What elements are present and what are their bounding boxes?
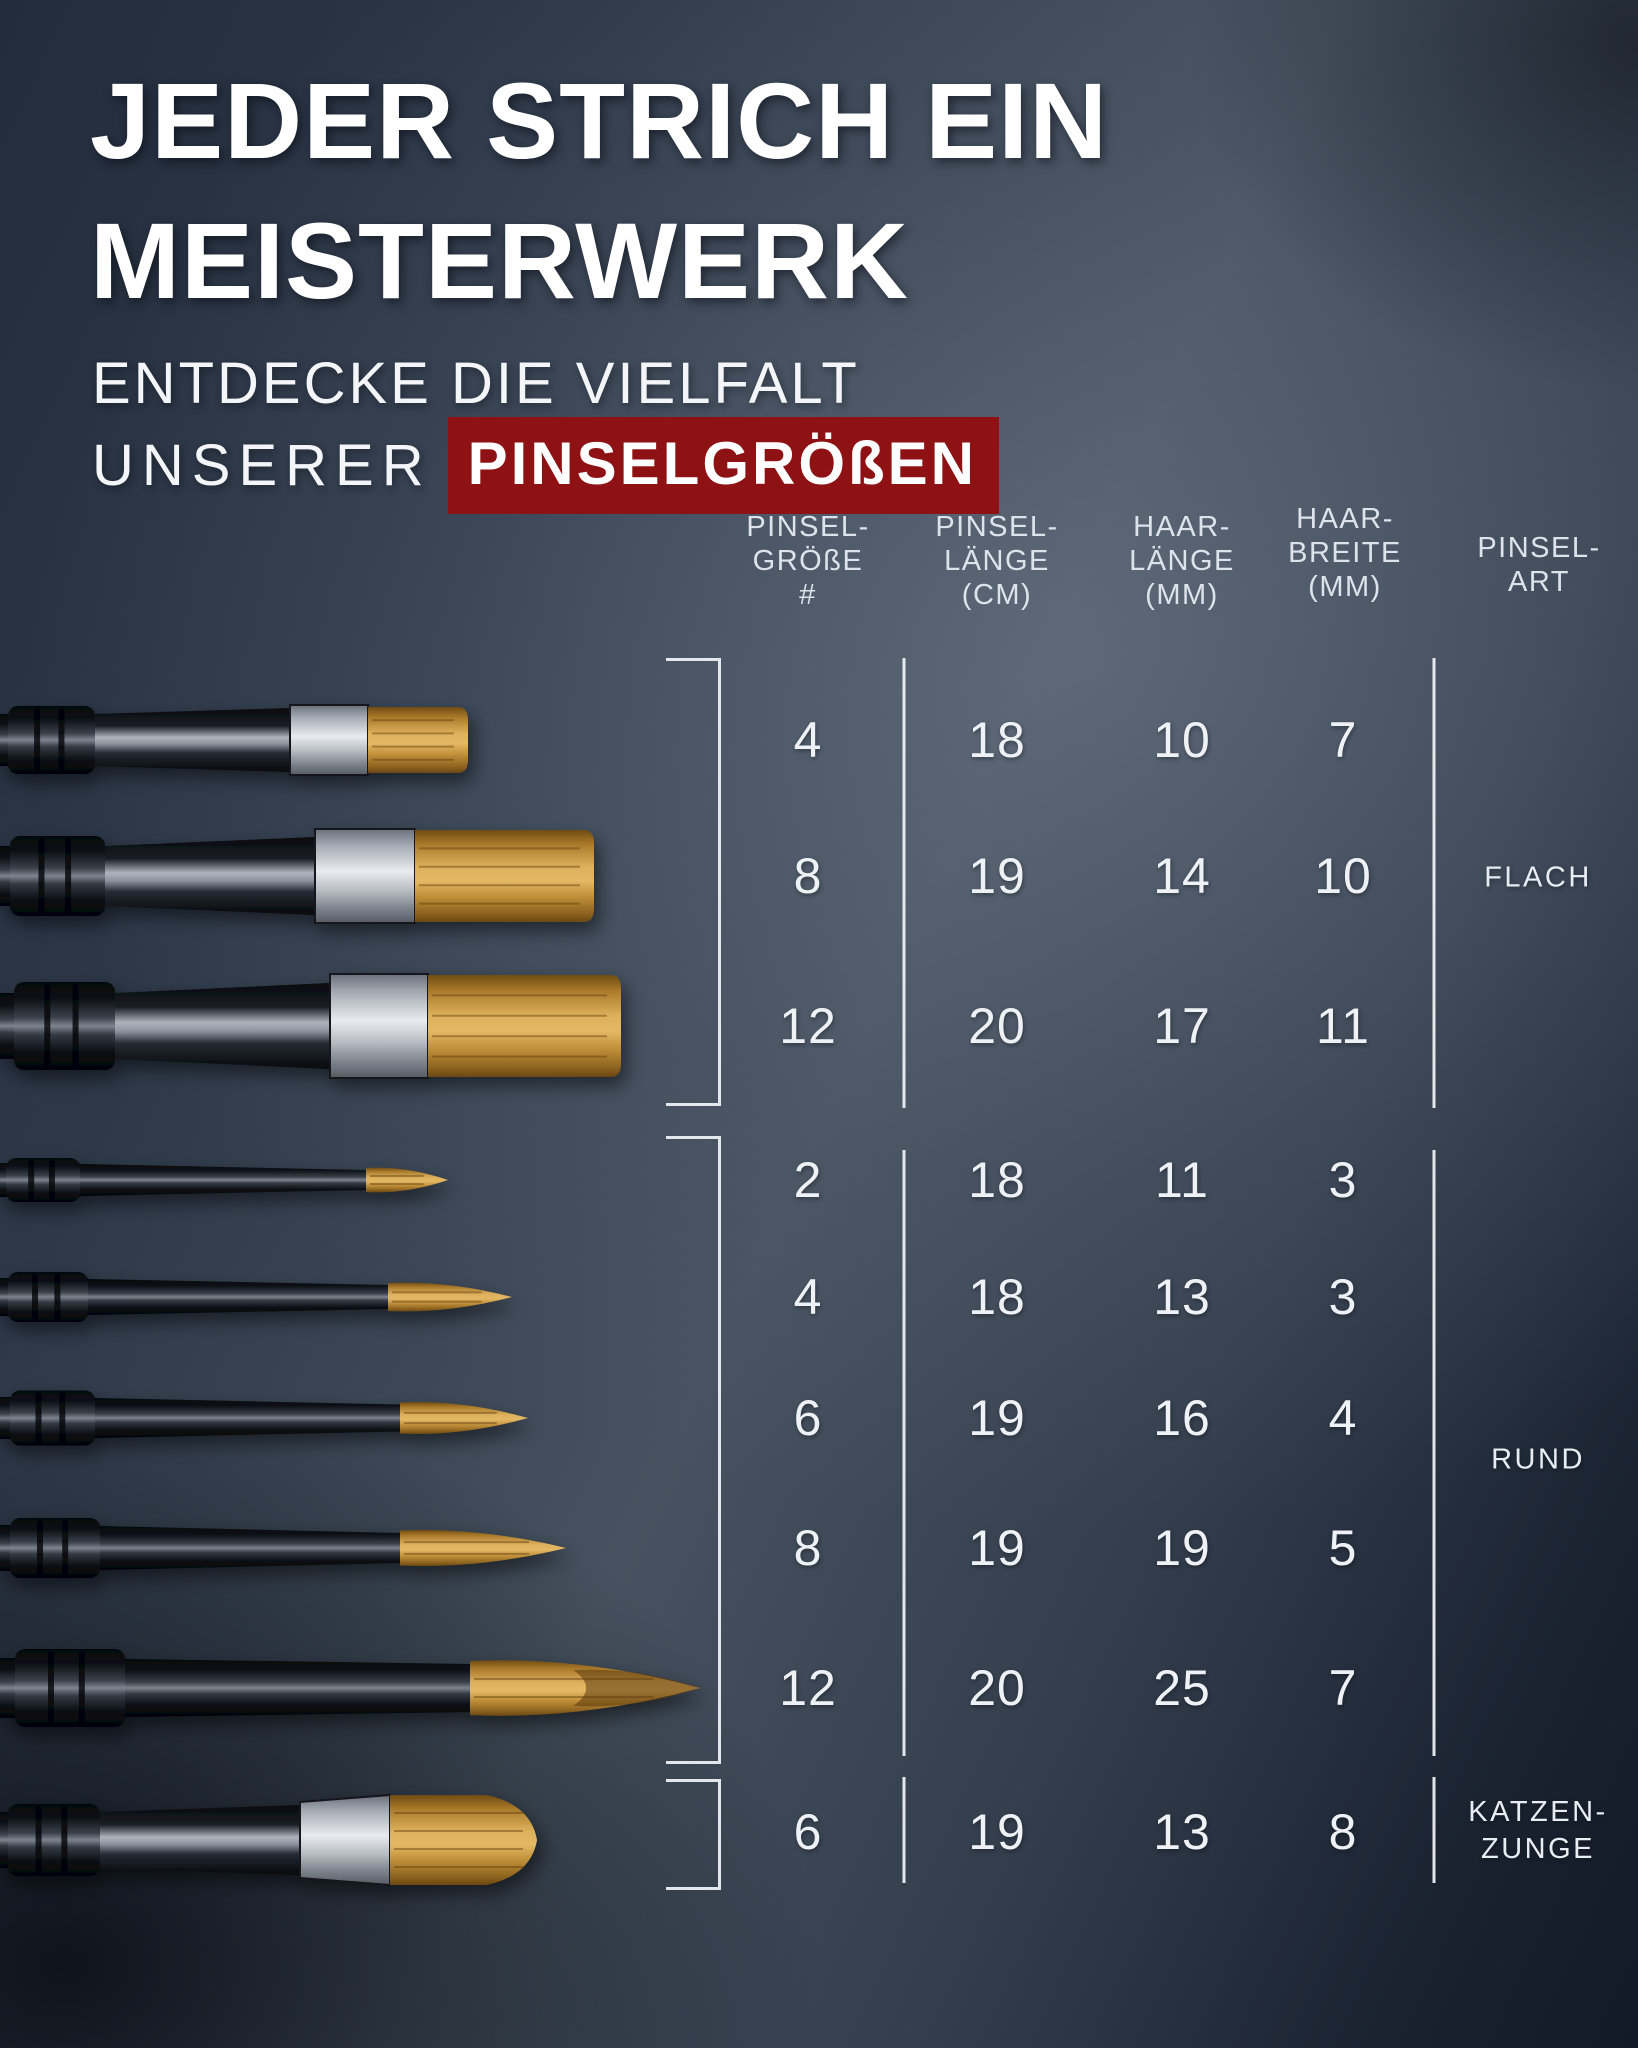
table-cell: 19 xyxy=(968,1804,1026,1860)
table-cell: 10 xyxy=(1153,712,1211,768)
table-cell: 6 xyxy=(793,1390,823,1446)
table-cell: 17 xyxy=(1153,998,1211,1054)
brush-type-label-rund: RUND xyxy=(1491,1443,1585,1476)
table-cell: 13 xyxy=(1153,1269,1211,1325)
column-separator xyxy=(1432,1777,1436,1883)
brush-rund-2-image xyxy=(0,1158,448,1202)
table-cell: 11 xyxy=(1316,998,1370,1054)
column-separator xyxy=(1432,658,1436,1108)
table-cell: 14 xyxy=(1153,848,1211,904)
column-separator xyxy=(902,1150,906,1756)
table-cell: 19 xyxy=(968,1390,1026,1446)
title-line-2: MEISTERWERK xyxy=(90,200,910,321)
table-cell: 8 xyxy=(1328,1804,1358,1860)
brush-flach-8-image xyxy=(0,828,594,924)
brush-katzenzunge-6-image xyxy=(0,1793,537,1887)
subtitle-highlight: PINSELGRÖßEN xyxy=(447,417,999,514)
table-cell: 8 xyxy=(793,1520,823,1576)
table-cell: 3 xyxy=(1328,1152,1358,1208)
brush-illustrations xyxy=(0,704,700,1887)
table-cell: 19 xyxy=(968,848,1026,904)
subtitle-prefix: UNSERER xyxy=(92,433,432,498)
table-cell: 7 xyxy=(1328,712,1358,768)
column-header-pinselart: PINSEL- ART xyxy=(1477,532,1601,598)
brush-flach-4-image xyxy=(0,704,468,776)
brush-rund-4-image xyxy=(0,1272,512,1322)
page-title: JEDER STRICH EIN MEISTERWERK xyxy=(90,51,1108,331)
column-header-haarlaenge: HAAR- LÄNGE (MM) xyxy=(1129,511,1235,611)
table-cell: 4 xyxy=(1328,1390,1358,1446)
table-cell: 3 xyxy=(1328,1269,1358,1325)
brush-type-label-katzenzunge: KATZEN- ZUNGE xyxy=(1468,1796,1608,1865)
subtitle-line-1: ENTDECKE DIE VIELFALT xyxy=(92,351,860,416)
table-cell: 12 xyxy=(779,1660,837,1716)
table-cell: 2 xyxy=(793,1152,823,1208)
table-cell: 8 xyxy=(793,848,823,904)
column-header-pinsellaenge: PINSEL- LÄNGE (CM) xyxy=(935,511,1059,611)
table-cell: 18 xyxy=(968,712,1026,768)
column-separator xyxy=(1432,1150,1436,1756)
table-cell: 5 xyxy=(1328,1520,1358,1576)
table-cell: 12 xyxy=(779,998,837,1054)
column-separator xyxy=(902,1777,906,1883)
table-cell: 16 xyxy=(1153,1390,1211,1446)
title-line-1: JEDER STRICH EIN xyxy=(90,60,1109,181)
brush-rund-8-image xyxy=(0,1518,566,1578)
column-header-pinselgroesse: PINSEL- GRÖßE # xyxy=(746,511,870,611)
subtitle-line-2: UNSERER PINSELGRÖßEN xyxy=(92,417,999,514)
table-cell: 20 xyxy=(968,998,1026,1054)
group-bracket-flach xyxy=(666,658,721,1106)
table-cell: 11 xyxy=(1155,1152,1209,1208)
group-bracket-rund xyxy=(666,1136,721,1764)
table-cell: 20 xyxy=(968,1660,1026,1716)
brush-rund-12-image xyxy=(0,1649,700,1727)
column-separator xyxy=(902,658,906,1108)
brush-flach-12-image xyxy=(0,973,621,1079)
table-cell: 19 xyxy=(968,1520,1026,1576)
table-cell: 19 xyxy=(1153,1520,1211,1576)
table-cell: 10 xyxy=(1314,848,1372,904)
brush-type-label-flach: FLACH xyxy=(1484,861,1592,894)
group-bracket-katzenzunge xyxy=(666,1779,721,1890)
table-cell: 18 xyxy=(968,1269,1026,1325)
table-cell: 4 xyxy=(793,1269,823,1325)
table-cell: 7 xyxy=(1328,1660,1358,1716)
column-header-haarbreite: HAAR- BREITE (MM) xyxy=(1288,503,1402,603)
table-cell: 13 xyxy=(1153,1804,1211,1860)
table-cell: 25 xyxy=(1153,1660,1211,1716)
brush-rund-6-image xyxy=(0,1390,528,1446)
table-cell: 6 xyxy=(793,1804,823,1860)
table-cell: 4 xyxy=(793,712,823,768)
table-cell: 18 xyxy=(968,1152,1026,1208)
